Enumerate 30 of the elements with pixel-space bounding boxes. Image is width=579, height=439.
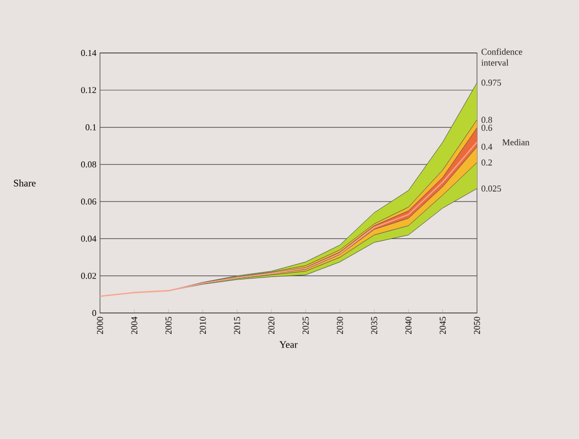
y-tick-label: 0.08 (81, 161, 96, 168)
y-tick-label: 0.14 (81, 50, 96, 56)
text: Median (502, 138, 530, 146)
y-tick-label: 0.1 (86, 124, 96, 130)
x-tick-label: 2004 (131, 316, 138, 334)
series-label: 0.8 (482, 116, 492, 123)
x-tick-label: 2025 (302, 316, 309, 334)
y-tick-label: 0.04 (81, 236, 96, 242)
x-tick-label: 2035 (371, 316, 378, 334)
series-label: 0.2 (482, 160, 492, 166)
x-tick-label: 2000 (96, 316, 104, 334)
x-tick-label: 2045 (440, 316, 446, 334)
y-tick-label: 0.02 (81, 272, 96, 279)
y-tick-label: 0 (92, 310, 96, 316)
series-label: 0.025 (482, 186, 502, 192)
x-axis-title: Year (279, 341, 298, 348)
x-tick-label: 2030 (336, 316, 343, 334)
x-tick-label: 2010 (200, 316, 206, 334)
y-tick-label: 0.06 (81, 198, 96, 205)
series-label: 0.6 (482, 124, 492, 131)
y-tick-label: 0.12 (81, 87, 96, 94)
legend-title: Confidence interval (481, 48, 522, 66)
y-axis-title: Share (14, 179, 36, 186)
x-tick-label: 2040 (405, 316, 412, 334)
series-label: 0.975 (482, 80, 502, 86)
series-label: 0.4 (482, 144, 492, 150)
x-tick-label: 2015 (234, 316, 240, 334)
x-tick-label: 2050 (474, 316, 480, 334)
x-tick-label: 2005 (166, 316, 172, 334)
x-tick-label: 2020 (268, 316, 274, 334)
